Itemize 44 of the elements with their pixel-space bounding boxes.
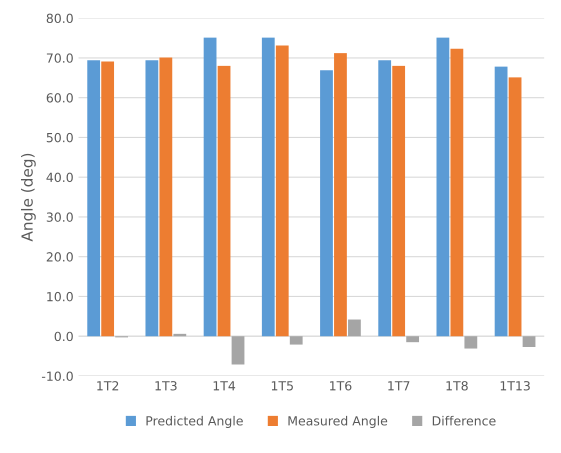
bar [464, 336, 478, 349]
y-tick-label: 70.0 [46, 53, 73, 63]
bar [159, 57, 172, 336]
bar [145, 60, 158, 336]
bar [508, 77, 522, 336]
x-tick-label: 1T2 [97, 381, 118, 390]
bar [218, 66, 230, 336]
bar [406, 336, 420, 342]
bar [436, 38, 450, 336]
bar [232, 336, 244, 364]
y-tick-label: 10.0 [47, 292, 73, 302]
bar [378, 60, 392, 336]
y-axis-title: Angle (deg) [20, 154, 36, 242]
legend-label: Difference [432, 416, 496, 426]
y-tick-label: 30.0 [46, 212, 73, 222]
x-tick-label: 1T5 [272, 381, 293, 391]
y-tick-label: 20.0 [46, 252, 73, 262]
bar [450, 48, 464, 336]
y-tick-label: 40.0 [46, 172, 73, 182]
x-tick-label: 1T3 [155, 381, 177, 391]
bar [392, 66, 406, 336]
y-tick-label: 60.0 [46, 93, 73, 103]
legend-label: Measured Angle [288, 416, 388, 428]
legend-label: Predicted Angle [146, 416, 243, 428]
x-tick-label: 1T13 [500, 381, 530, 391]
bar [204, 38, 216, 336]
y-tick-label: 0.0 [54, 332, 73, 342]
bar [494, 66, 508, 336]
y-tick-label: 50.0 [46, 132, 73, 142]
x-tick-label: 1T6 [330, 381, 352, 391]
bar [334, 53, 347, 336]
bar [522, 336, 536, 347]
x-tick-label: 1T4 [214, 381, 236, 390]
bar [87, 60, 100, 336]
y-tick-label: 80.0 [46, 14, 73, 24]
x-tick-label: 1T7 [388, 381, 410, 390]
bar [348, 320, 361, 336]
y-tick-label: -10.0 [42, 371, 73, 381]
bar [290, 336, 303, 345]
bar [320, 70, 333, 336]
bar [276, 46, 289, 336]
bar [101, 61, 114, 336]
x-tick-label: 1T8 [446, 381, 468, 391]
bar [262, 38, 275, 336]
